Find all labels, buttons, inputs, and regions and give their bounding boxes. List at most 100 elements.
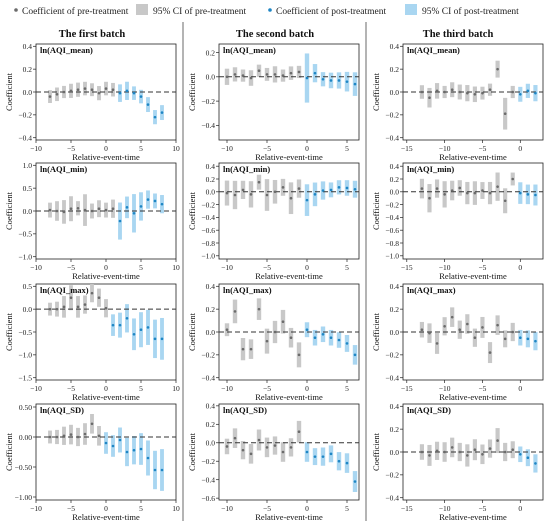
y-tick-label: 0.2 <box>206 420 216 429</box>
pre-coefficient-point <box>420 450 424 454</box>
x-tick-label: −15 <box>401 384 413 393</box>
pre-coefficient-point <box>265 73 269 76</box>
legend-entry: 95% CI of post-treatment <box>405 4 519 17</box>
post-coefficient-point <box>146 326 150 329</box>
post-coefficient-point <box>321 77 325 81</box>
y-tick-label: −0.4 <box>201 374 215 383</box>
pre-coefficient-point <box>458 328 462 332</box>
column-title: The first batch <box>59 29 126 40</box>
y-tick-label: 0.0 <box>390 188 400 197</box>
x-axis-label: Relative-event-time <box>72 271 140 281</box>
x-tick-label: −5 <box>263 263 271 272</box>
x-tick-label: −10 <box>221 504 233 513</box>
pre-coefficient-point <box>249 347 253 351</box>
legend-label: Coefficient of pre-treatment <box>22 6 129 17</box>
pre-coefficient-point <box>97 207 101 211</box>
y-axis-label: Coefficient <box>4 432 14 471</box>
x-tick-label: −5 <box>263 384 271 393</box>
pre-coefficient-point <box>97 91 101 95</box>
post-coefficient-point <box>160 468 164 472</box>
pre-coefficient-point <box>458 90 462 94</box>
pre-coefficient-point <box>289 196 293 200</box>
panel-title: ln(AQI_mean) <box>223 45 276 55</box>
panel: −0.4 −0.2 0.0 0.2 0.4 −15 −10 −5 0 Relative-event… <box>371 402 544 521</box>
pre-coefficient-point <box>443 90 446 94</box>
post-coefficient-point <box>313 336 317 340</box>
x-tick-label: 5 <box>139 384 143 393</box>
pre-coefficient-point <box>48 435 52 439</box>
x-tick-label: 5 <box>139 504 143 513</box>
pre-coefficient-point <box>76 206 80 210</box>
post-coefficient-point <box>329 336 333 340</box>
post-coefficient-point <box>518 191 522 195</box>
pre-coefficient-point <box>473 448 477 452</box>
pre-coefficient-point <box>466 91 469 95</box>
post-coefficient-point <box>125 206 129 209</box>
x-tick-label: 0 <box>104 263 108 272</box>
y-axis-label: Coefficient <box>371 191 381 230</box>
pre-coefficient-point <box>90 422 94 426</box>
x-tick-label: −10 <box>30 263 42 272</box>
y-axis-label: Coefficient <box>4 72 14 111</box>
x-tick-label: 0 <box>305 144 309 153</box>
post-coefficient-point <box>125 316 129 320</box>
x-tick-label: −5 <box>478 144 486 153</box>
pre-coefficient-point <box>225 328 229 332</box>
x-tick-label: 0 <box>305 263 309 272</box>
pre-coefficient-point <box>297 70 301 74</box>
pre-coefficient-point <box>90 291 94 295</box>
x-tick-label: −10 <box>30 504 42 513</box>
x-tick-label: −10 <box>221 384 233 393</box>
y-tick-label: −0.2 <box>385 351 399 360</box>
x-tick-label: −10 <box>439 144 451 153</box>
post-coefficient-point <box>345 80 349 83</box>
pre-coefficient-point <box>90 209 94 213</box>
pre-coefficient-point <box>481 452 484 456</box>
y-tick-label: 0.0 <box>390 448 400 457</box>
pre-coefficient-point <box>289 336 293 340</box>
y-tick-label: −1.00 <box>15 493 33 502</box>
pre-coefficient-point <box>104 306 108 310</box>
pre-coefficient-point <box>257 438 261 442</box>
pre-coefficient-point <box>111 207 115 211</box>
pre-coefficient-point <box>473 191 477 195</box>
panel: −1.5 −1.0 −0.5 0.0 0.5 −10 −5 0 5 10 Relative-even… <box>4 282 180 402</box>
x-axis-label: Relative-event-time <box>439 392 507 402</box>
post-coefficient-point <box>153 199 157 203</box>
y-tick-label: −0.4 <box>385 213 399 222</box>
x-tick-label: 5 <box>345 263 349 272</box>
pre-coefficient-point <box>90 88 94 92</box>
y-axis-label: Coefficient <box>4 312 14 351</box>
pre-coefficient-point <box>249 76 253 80</box>
legend-entry: 95% CI of pre-treatment <box>136 4 246 17</box>
pre-coefficient-point <box>69 89 73 93</box>
post-coefficient-point <box>104 441 108 445</box>
pre-coefficient-point <box>273 330 277 334</box>
x-tick-label: −10 <box>221 144 233 153</box>
pre-coefficient-point <box>273 444 277 447</box>
y-axis-label: Coefficient <box>371 72 381 111</box>
y-tick-label: −0.4 <box>385 134 399 143</box>
pre-coefficient-point <box>450 189 454 192</box>
pre-coefficient-point <box>265 446 269 449</box>
pre-coefficient-point <box>435 342 439 345</box>
x-axis-label: Relative-event-time <box>255 392 323 402</box>
post-coefficient-point <box>111 323 115 327</box>
y-tick-label: 0.2 <box>390 425 400 434</box>
x-tick-label: −5 <box>67 263 75 272</box>
post-coefficient-point <box>337 338 341 342</box>
panel: −0.4 −0.2 0.0 0.2 0.4 −15 −10 −5 0 Relative-event… <box>371 282 544 402</box>
x-tick-label: −5 <box>67 384 75 393</box>
y-axis-label: Coefficient <box>187 72 197 111</box>
pre-coefficient-point <box>48 95 52 98</box>
y-tick-label: −1.5 <box>18 374 32 383</box>
y-tick-label: 0.5 <box>23 184 33 193</box>
x-axis-label: Relative-event-time <box>255 512 323 521</box>
y-tick-label: 0.2 <box>23 65 33 74</box>
x-axis-label: Relative-event-time <box>439 512 507 521</box>
x-tick-label: 0 <box>518 504 522 513</box>
y-tick-label: −0.2 <box>201 351 215 360</box>
pre-coefficient-point <box>225 191 229 195</box>
post-coefficient-point <box>139 205 143 208</box>
